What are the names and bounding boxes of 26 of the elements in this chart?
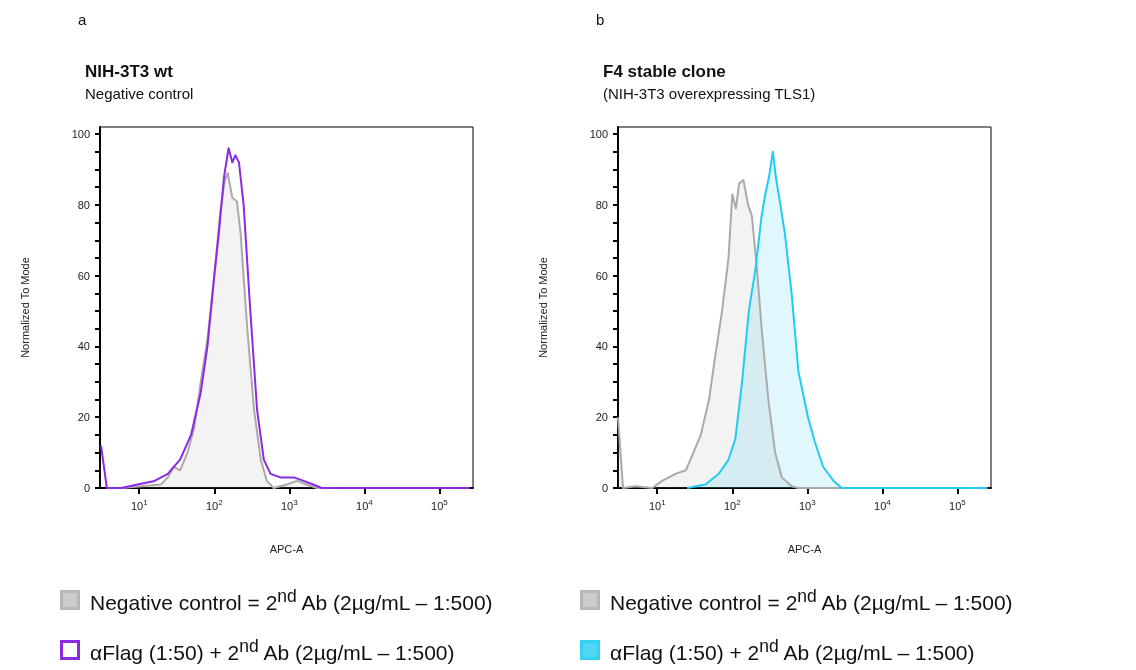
y-axis-title: Normalized To Mode — [18, 257, 31, 358]
chart-title: F4 stable clone — [603, 62, 726, 81]
y-axis-title: Normalized To Mode — [536, 257, 549, 358]
chart-title: NIH-3T3 wt — [85, 62, 174, 81]
chart-subtitle: Negative control — [85, 85, 194, 102]
y-tick-label: 0 — [601, 482, 608, 494]
chart-subtitle: (NIH-3T3 overexpressing TLS1) — [603, 85, 816, 102]
y-tick-label: 60 — [77, 269, 90, 282]
y-tick-label: 100 — [71, 128, 90, 141]
x-axis-title: APC-A — [269, 542, 304, 555]
y-tick-label: 40 — [595, 340, 608, 353]
legend-label: αFlag (1:50) + 2$^{nd}$ Ab (2µg/mL – 1:500) — [90, 635, 455, 665]
text: a — [78, 11, 87, 28]
y-tick-label: 40 — [77, 340, 90, 353]
y-tick-label: 100 — [589, 128, 608, 141]
legend-label: Negative control = 2$^{nd}$ Ab (2µg/mL – 1:500) — [610, 585, 1013, 615]
x-axis-title: APC-A — [787, 542, 822, 555]
y-tick-label: 80 — [595, 198, 608, 211]
y-tick-label: 0 — [83, 482, 90, 494]
y-tick-label: 20 — [77, 411, 90, 424]
legend-label: Negative control = 2$^{nd}$ Ab (2µg/mL – 1:500) — [90, 585, 493, 615]
y-tick-label: 20 — [595, 411, 608, 424]
y-tick-label: 60 — [595, 269, 608, 282]
legend-label: αFlag (1:50) + 2$^{nd}$ Ab (2µg/mL – 1:500) — [610, 635, 975, 665]
y-tick-label: 80 — [77, 198, 90, 211]
text: b — [596, 11, 605, 28]
